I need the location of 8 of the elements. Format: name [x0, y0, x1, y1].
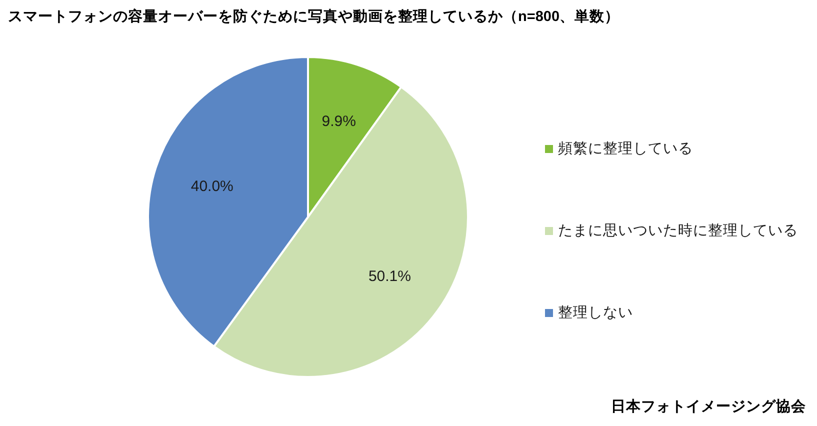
data-label: 40.0% [190, 177, 234, 194]
legend-label: 整理しない [558, 304, 633, 321]
chart-title: スマートフォンの容量オーバーを防ぐために写真や動画を整理しているか（n=800、単数） [8, 7, 620, 25]
text: 日本フォトイメージング協会 [611, 398, 807, 415]
legend-label: たまに思いついた時に整理している [558, 222, 798, 239]
data-label: 50.1% [368, 267, 412, 284]
legend-label: 頻繁に整理している [558, 140, 693, 157]
data-label: 9.9% [322, 112, 356, 130]
